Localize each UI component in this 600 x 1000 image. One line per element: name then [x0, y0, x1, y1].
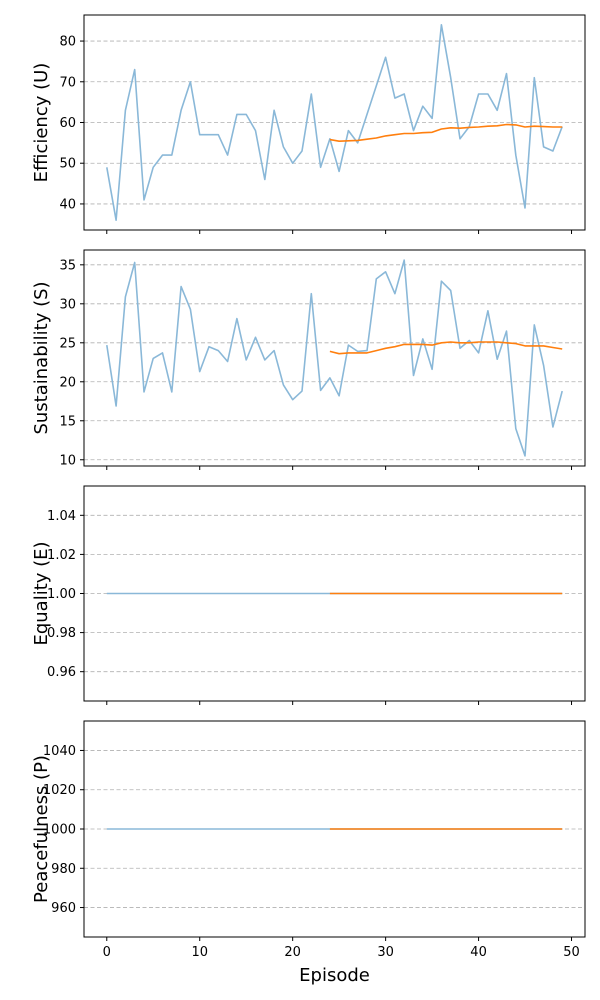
y-tick-label: 0.98 — [47, 626, 76, 641]
y-tick-label: 70 — [59, 75, 76, 90]
y-tick-label: 980 — [51, 862, 76, 877]
chart-panel-2: 10 15 20 25 30 35 Sustainability (S) — [31, 249, 586, 470]
moving-average-line — [329, 123, 563, 142]
y-tick-label: 10 — [59, 453, 76, 468]
y-tick-label: 1020 — [43, 783, 76, 798]
x-axis-label: Episode — [299, 965, 370, 986]
x-tick-label: 50 — [563, 945, 580, 960]
y-tick-label: 960 — [51, 901, 76, 916]
y-tick-label: 1.04 — [47, 509, 76, 524]
y-tick-label: 80 — [59, 35, 76, 50]
y-tick-label: 1.00 — [47, 587, 76, 602]
raw-series-line — [106, 259, 563, 457]
y-tick-label: 40 — [59, 197, 76, 212]
x-tick-label: 40 — [470, 945, 487, 960]
y-tick-label: 1000 — [43, 823, 76, 838]
moving-average-line — [329, 341, 563, 355]
x-tick-label: 30 — [377, 945, 394, 960]
chart-panel-1: 40 50 60 70 80 Efficiency (U) — [31, 14, 586, 234]
x-tick-label: 10 — [191, 945, 208, 960]
y-tick-label: 25 — [59, 336, 76, 351]
y-axis-label: Peacefulness (P) — [31, 755, 52, 903]
x-tick-label: 20 — [284, 945, 301, 960]
y-tick-label: 35 — [59, 258, 76, 273]
y-tick-label: 30 — [59, 297, 76, 312]
y-tick-label: 60 — [59, 116, 76, 131]
plot-frame — [83, 14, 586, 231]
y-tick-label: 1.02 — [47, 548, 76, 563]
plot-frame — [83, 720, 586, 938]
y-tick-label: 1040 — [43, 744, 76, 759]
y-tick-label: 15 — [59, 414, 76, 429]
y-axis-label: Efficiency (U) — [31, 63, 52, 183]
y-tick-label: 0.96 — [47, 665, 76, 680]
raw-series-line — [106, 23, 563, 221]
chart-panel-3: 0.96 0.98 1.00 1.02 1.04 Equality (E) — [31, 485, 586, 705]
y-tick-label: 50 — [59, 157, 76, 172]
y-axis-label: Equality (E) — [31, 541, 52, 645]
x-tick-label: 0 — [103, 945, 111, 960]
plot-frame — [83, 485, 586, 702]
y-axis-label: Sustainability (S) — [31, 281, 52, 434]
plot-frame — [83, 249, 586, 467]
y-tick-label: 20 — [59, 375, 76, 390]
